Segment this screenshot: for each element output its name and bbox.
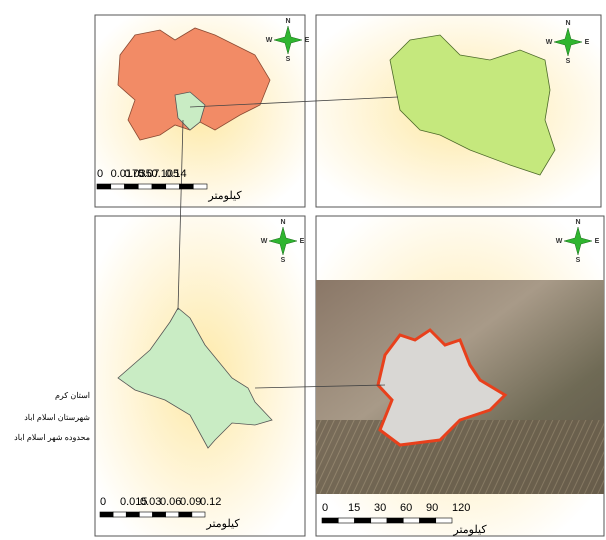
scale-segment bbox=[337, 517, 355, 524]
compass-label: N bbox=[285, 18, 290, 25]
compass-label: E bbox=[595, 238, 600, 245]
scale-label: 90 bbox=[426, 502, 438, 514]
scale-segment bbox=[321, 517, 339, 524]
connector bbox=[254, 384, 386, 389]
connector bbox=[177, 119, 184, 311]
connector bbox=[189, 96, 399, 108]
compass-label: S bbox=[286, 56, 291, 63]
scale-segment bbox=[152, 511, 166, 518]
scale-label: 0.015 bbox=[120, 496, 148, 508]
north-arrow bbox=[563, 226, 593, 256]
scale-segment bbox=[370, 517, 388, 524]
scale-segment bbox=[386, 517, 404, 524]
compass-label: N bbox=[565, 20, 570, 27]
north-arrow bbox=[273, 25, 303, 55]
province-shape bbox=[117, 27, 271, 141]
scale-label: 120 bbox=[452, 502, 470, 514]
scale-label: 0 bbox=[322, 502, 328, 514]
compass-label: E bbox=[585, 39, 590, 46]
scale-unit: کیلومتر bbox=[205, 518, 240, 530]
compass-label: E bbox=[305, 37, 310, 44]
legend-item: محدوده شهر اسلام اباد bbox=[14, 433, 90, 442]
compass-label: W bbox=[546, 39, 553, 46]
fields bbox=[316, 420, 604, 494]
scale-segment bbox=[435, 517, 453, 524]
scale-label: 0.12 bbox=[200, 496, 221, 508]
compass-label: W bbox=[266, 37, 273, 44]
scale-segment bbox=[110, 183, 125, 190]
scale-segment bbox=[354, 517, 372, 524]
compass-label: E bbox=[300, 238, 305, 245]
scale-segment bbox=[151, 183, 167, 190]
scale-unit: کیلومتر bbox=[207, 190, 242, 202]
scale-label: 0.035 bbox=[124, 168, 152, 180]
compass-label: W bbox=[261, 238, 268, 245]
scale-segment bbox=[96, 183, 112, 190]
north-arrow bbox=[268, 226, 298, 256]
compass-label: S bbox=[566, 58, 571, 65]
scale-segment bbox=[179, 183, 194, 190]
scale-segment bbox=[178, 511, 193, 518]
scale-label: 0.06 bbox=[160, 496, 181, 508]
scale-segment bbox=[192, 183, 208, 190]
compass-label: N bbox=[575, 219, 580, 226]
compass-label: S bbox=[281, 257, 286, 264]
scale-label: 0.07 bbox=[138, 168, 159, 180]
scale-label: 0 bbox=[100, 496, 106, 508]
city-boundary bbox=[376, 328, 508, 447]
scale-label: 0.0175 bbox=[111, 168, 145, 180]
scale-segment bbox=[139, 511, 153, 518]
compass-label: W bbox=[556, 238, 563, 245]
scale-label: 30 bbox=[374, 502, 386, 514]
scale-segment bbox=[99, 511, 114, 518]
county-shape bbox=[174, 91, 206, 131]
north-arrow bbox=[553, 27, 583, 57]
compass-label: S bbox=[576, 257, 581, 264]
scale-segment bbox=[112, 511, 127, 518]
scale-segment bbox=[165, 183, 180, 190]
scale-segment bbox=[419, 517, 437, 524]
scale-segment bbox=[125, 511, 140, 518]
legend-item: استان کرم bbox=[55, 391, 90, 400]
country-shape bbox=[389, 34, 556, 176]
scale-unit: کیلومتر bbox=[452, 524, 487, 536]
legend-item: شهرستان اسلام اباد bbox=[24, 413, 90, 422]
scale-segment bbox=[137, 183, 153, 190]
scale-segment bbox=[402, 517, 420, 524]
scale-label: 0.09 bbox=[180, 496, 201, 508]
scale-label: 0.14 bbox=[165, 168, 186, 180]
compass-label: N bbox=[280, 219, 285, 226]
county-shape bbox=[117, 307, 273, 449]
scale-segment bbox=[191, 511, 206, 518]
scale-label: 0.03 bbox=[140, 496, 161, 508]
scale-label: 15 bbox=[348, 502, 360, 514]
scale-label: 0.105 bbox=[152, 168, 180, 180]
scale-label: 0 bbox=[97, 168, 103, 180]
scale-label: 60 bbox=[400, 502, 412, 514]
scale-segment bbox=[124, 183, 139, 190]
scale-segment bbox=[165, 511, 180, 518]
